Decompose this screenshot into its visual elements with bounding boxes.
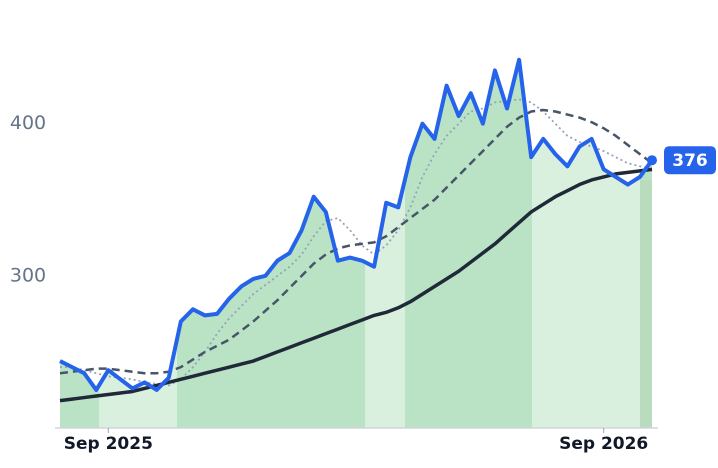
series-line [59, 108, 653, 375]
last-value-label: 376 [672, 151, 708, 171]
series-line [59, 167, 653, 403]
price-area [60, 59, 652, 428]
x-tick-label: Sep 2026 [559, 434, 648, 454]
series-line [59, 57, 654, 392]
light-band [365, 40, 405, 428]
y-tick-label: 400 [10, 112, 46, 134]
badge [664, 146, 716, 175]
light-band [532, 40, 640, 428]
light-band [99, 40, 177, 428]
y-tick-label: 300 [10, 264, 46, 286]
x-tick-label: Sep 2025 [64, 434, 153, 454]
last-point [647, 155, 657, 166]
